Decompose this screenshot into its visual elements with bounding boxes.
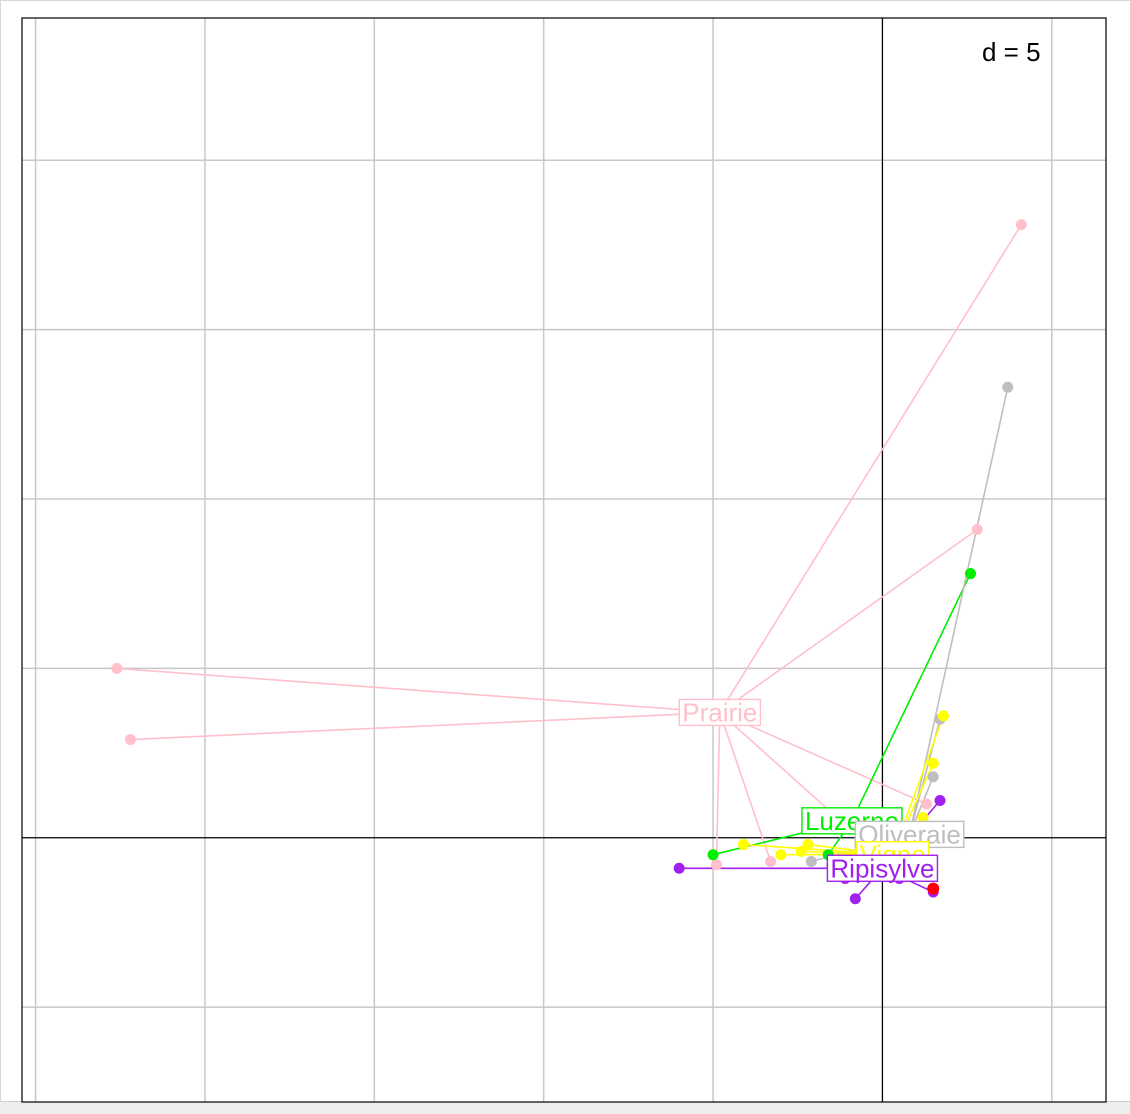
scale-label: d = 5 (982, 37, 1041, 67)
label-text-prairie: Prairie (682, 697, 757, 727)
label-box-prairie (678, 698, 762, 727)
point-prairie (124, 734, 136, 746)
star-segment-prairie (719, 224, 1022, 713)
point-vigne (927, 757, 939, 769)
star-segment-prairie (719, 712, 772, 862)
point-vigne (917, 811, 929, 823)
point-oliveraie (1002, 381, 1014, 393)
point-prairie (765, 855, 777, 867)
label-box-ripisylve (826, 854, 939, 882)
point-oliveraie (927, 771, 939, 783)
star-segment-oliveraie (908, 387, 1009, 835)
point-vigne (937, 710, 949, 722)
grid-lines (22, 18, 1106, 1102)
label-text-ripisylve: Ripisylve (830, 853, 934, 883)
star-segment-luzerne (851, 573, 972, 822)
point-vigne (775, 849, 787, 861)
point-prairie (710, 859, 722, 871)
point-prairie (1015, 219, 1027, 231)
point-ripisylve (934, 795, 946, 807)
label-prairie: Prairie (678, 697, 762, 727)
star-segment-prairie (130, 711, 720, 741)
star-segment-prairie (116, 667, 720, 714)
point-luzerne (965, 568, 976, 580)
point-prairie (920, 798, 932, 810)
point-ripisylve (673, 862, 685, 874)
star-segment-prairie (715, 712, 721, 865)
point-oliveraie (805, 855, 817, 867)
point-prairie (111, 662, 123, 674)
group-labels: PrairieLuzerneOliveraieVigneRipisylve (678, 697, 965, 883)
point-vigne (802, 839, 814, 851)
point-vigne (795, 845, 807, 857)
label-ripisylve: Ripisylve (826, 853, 939, 883)
star-segment-prairie (719, 528, 978, 714)
point-ripisylve (849, 893, 861, 905)
point-luzerne (707, 849, 719, 861)
plot-area (22, 18, 1106, 1102)
point-extra (927, 882, 940, 895)
star-segment-prairie (719, 711, 927, 805)
point-vigne (738, 839, 750, 851)
point-prairie (971, 524, 983, 536)
plot-border (21, 17, 1107, 1103)
